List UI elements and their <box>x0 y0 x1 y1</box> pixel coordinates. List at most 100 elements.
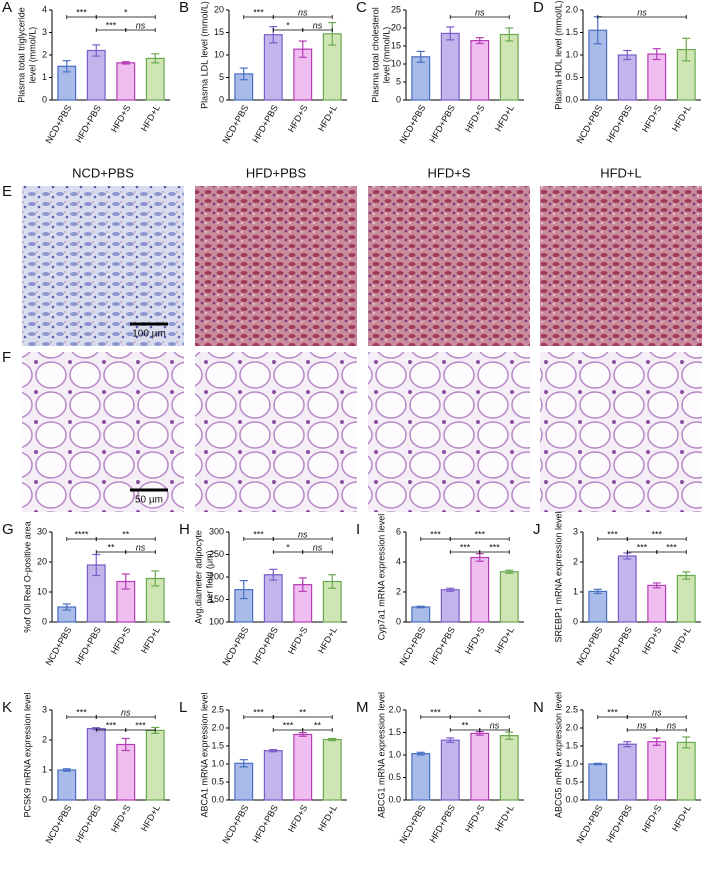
significance-label: *** <box>489 542 500 552</box>
micrograph <box>540 352 702 512</box>
significance-label: ns <box>136 542 146 552</box>
y-tick-label: 15 <box>391 40 401 50</box>
significance-label: *** <box>106 720 117 730</box>
y-axis-label: SREBP1 mRNA expression level <box>553 511 563 642</box>
significance-label: *** <box>474 529 485 539</box>
panel-letter: I <box>356 521 360 538</box>
bar <box>617 743 637 801</box>
y-tick-label: 1.5 <box>565 27 578 37</box>
bar <box>322 738 342 801</box>
significance-label: ns <box>490 720 500 730</box>
y-tick-label: 200 <box>209 571 224 581</box>
scale-bar-label: 50 µm <box>135 495 163 506</box>
significance-label: *** <box>430 529 441 539</box>
significance-label: *** <box>253 7 264 17</box>
bar <box>145 729 165 801</box>
x-tick-label: HFD+S <box>463 625 487 656</box>
panel-letter: B <box>179 0 189 16</box>
bar <box>145 57 165 101</box>
y-axis-label: %of Oil Red O-positive area <box>22 521 32 633</box>
y-axis-label: Avg.diameter adipocyte <box>193 530 203 624</box>
x-tick-label: HFD+L <box>493 625 516 655</box>
significance-label: *** <box>666 542 677 552</box>
significance-label: ns <box>637 7 647 17</box>
bar <box>440 589 460 623</box>
x-tick-label: HFD+PBS <box>427 103 457 144</box>
bar <box>647 584 667 623</box>
y-tick-label: 1.0 <box>565 49 578 59</box>
panel-letter: K <box>2 699 12 716</box>
x-tick-label: HFD+PBS <box>604 625 634 666</box>
significance-label: ** <box>461 720 469 730</box>
y-tick-label: 0 <box>42 94 47 104</box>
y-tick-label: 2.0 <box>565 4 578 14</box>
y-tick-label: 3 <box>573 526 578 536</box>
panel-letter: C <box>356 0 367 16</box>
y-tick-label: 5 <box>396 76 401 86</box>
x-tick-label: HFD+L <box>493 803 516 833</box>
y-axis-label: level (mmol/L) <box>381 27 391 84</box>
x-tick-label: HFD+L <box>670 103 693 133</box>
bar-panel: A Plasma total triglyceride level (mmol/L)… <box>2 0 170 145</box>
y-tick-label: 10 <box>37 586 47 596</box>
y-tick-label: 1 <box>42 764 47 774</box>
x-tick-label: NCD+PBS <box>397 103 427 145</box>
significance-label: *** <box>253 529 264 539</box>
significance-label: *** <box>76 707 87 717</box>
significance-label: **** <box>74 529 89 539</box>
x-tick-label: HFD+PBS <box>604 803 634 844</box>
x-tick-label: NCD+PBS <box>397 803 427 845</box>
micrograph <box>195 352 357 512</box>
y-tick-label: 0 <box>42 794 47 804</box>
significance-label: ns <box>121 707 131 717</box>
bar <box>499 33 519 101</box>
bar-panel: B Plasma LDL level (mmol/L) 0 5 10 15 20 NCD+PB… <box>179 0 347 145</box>
x-tick-label: HFD+S <box>286 103 310 134</box>
x-tick-label: HFD+PBS <box>73 103 103 144</box>
bar <box>263 34 283 101</box>
y-tick-label: 15 <box>214 27 224 37</box>
significance-label: *** <box>135 720 146 730</box>
bar <box>499 735 519 801</box>
significance-label: ** <box>299 707 307 717</box>
x-tick-label: HFD+S <box>463 803 487 834</box>
significance-label: * <box>286 542 290 552</box>
significance-label: ns <box>298 7 308 17</box>
x-tick-label: HFD+L <box>493 103 516 133</box>
y-axis-label: Plasma HDL level (mmol/L) <box>553 0 563 109</box>
significance-label: ** <box>107 542 115 552</box>
bar <box>647 53 667 101</box>
y-tick-label: 0 <box>396 616 401 626</box>
x-tick-label: HFD+L <box>316 803 339 833</box>
bar <box>470 732 490 801</box>
significance-label: * <box>124 7 128 17</box>
bar <box>411 753 431 801</box>
bar-panel: L ABCA1 mRNA expression level 0.0 0.5 1.0 1.5… <box>179 692 347 845</box>
x-tick-label: HFD+L <box>316 625 339 655</box>
significance-label: *** <box>106 20 117 30</box>
y-tick-label: 0 <box>42 616 47 626</box>
y-tick-label: 4 <box>396 556 401 566</box>
x-tick-label: HFD+PBS <box>73 625 103 666</box>
y-tick-label: 2 <box>573 556 578 566</box>
x-tick-label: NCD+PBS <box>220 803 250 845</box>
y-tick-label: 2.0 <box>565 722 578 732</box>
y-tick-label: 1.0 <box>388 749 401 759</box>
x-tick-label: NCD+PBS <box>220 103 250 145</box>
y-tick-label: 0.5 <box>565 776 578 786</box>
significance-label: ** <box>122 529 130 539</box>
y-tick-label: 0 <box>573 616 578 626</box>
y-tick-label: 0.0 <box>388 794 401 804</box>
y-tick-label: 2 <box>42 734 47 744</box>
y-tick-label: 1.5 <box>388 727 401 737</box>
x-tick-label: HFD+S <box>463 103 487 134</box>
bar <box>116 743 136 801</box>
y-tick-label: 1.5 <box>565 740 578 750</box>
y-axis-label: Plasma total cholesterol <box>370 7 380 103</box>
y-tick-label: 10 <box>214 49 224 59</box>
bar <box>86 727 106 801</box>
x-tick-label: HFD+PBS <box>604 103 634 144</box>
y-tick-label: 0.0 <box>565 94 578 104</box>
y-tick-label: 2.5 <box>565 704 578 714</box>
x-tick-label: HFD+L <box>670 625 693 655</box>
